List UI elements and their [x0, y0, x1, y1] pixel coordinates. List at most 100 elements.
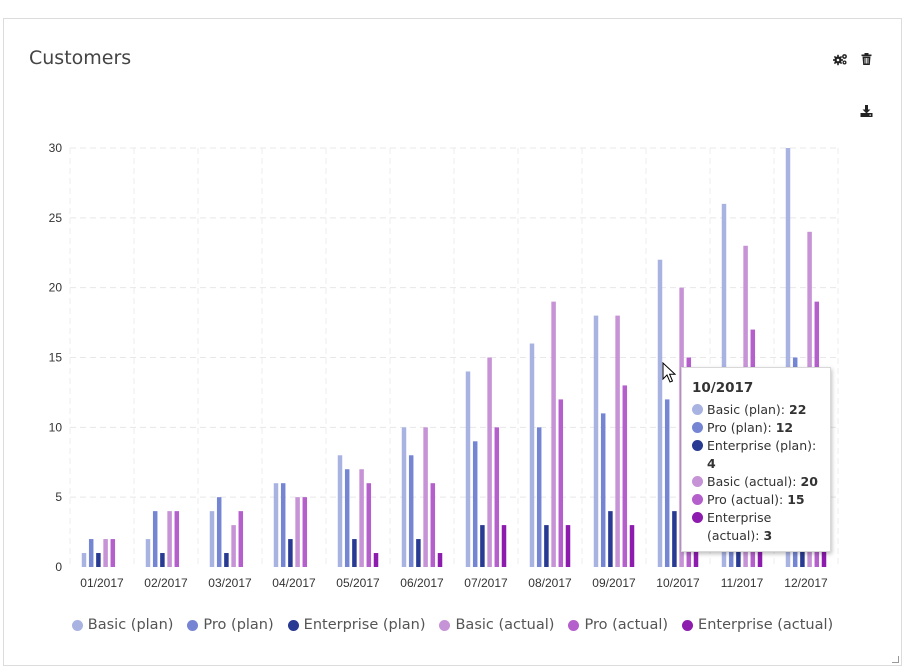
bar[interactable]: [615, 315, 620, 567]
tooltip-label: Pro (actual):: [707, 492, 788, 507]
bar[interactable]: [593, 315, 599, 567]
bar[interactable]: [664, 399, 670, 567]
y-tick-label: 30: [49, 141, 63, 155]
x-tick-label: 08/2017: [528, 576, 572, 590]
bar[interactable]: [352, 539, 357, 567]
bar[interactable]: [359, 469, 364, 567]
bar[interactable]: [302, 497, 308, 567]
legend-item[interactable]: Pro (plan): [187, 617, 274, 633]
bar[interactable]: [501, 525, 507, 567]
x-tick-label: 05/2017: [336, 576, 380, 590]
legend-label: Basic (actual): [455, 617, 555, 633]
bar[interactable]: [216, 497, 222, 567]
tooltip-label: Enterprise (actual):: [707, 510, 772, 543]
chart-legend: Basic (plan) Pro (plan) Enterprise (plan) B…: [0, 617, 905, 633]
resize-handle[interactable]: [892, 656, 899, 663]
y-tick-label: 0: [55, 560, 62, 574]
bar[interactable]: [529, 343, 535, 567]
y-tick-label: 10: [49, 420, 63, 434]
y-tick-label: 20: [49, 281, 63, 295]
bar[interactable]: [551, 301, 556, 567]
bar[interactable]: [81, 553, 87, 567]
bar[interactable]: [273, 483, 279, 567]
download-icon[interactable]: [858, 103, 874, 119]
y-tick-label: 25: [49, 211, 63, 225]
bar[interactable]: [337, 455, 343, 567]
bar[interactable]: [110, 539, 116, 567]
tooltip-value: 15: [787, 492, 805, 507]
bar[interactable]: [622, 385, 628, 567]
tooltip-value: 12: [775, 420, 794, 435]
tooltip-dot: [692, 404, 703, 415]
legend-dot: [682, 619, 694, 631]
bar[interactable]: [536, 427, 542, 567]
legend-item[interactable]: Basic (plan): [71, 617, 173, 633]
bar[interactable]: [437, 553, 443, 567]
tooltip-row: Pro (plan): 12: [692, 419, 820, 437]
bar[interactable]: [160, 553, 165, 567]
bar[interactable]: [96, 553, 101, 567]
delete-icon[interactable]: [858, 51, 874, 67]
bar[interactable]: [487, 357, 492, 568]
legend-item[interactable]: Basic (actual): [439, 617, 554, 633]
bar[interactable]: [423, 427, 428, 567]
bar[interactable]: [231, 525, 236, 567]
bar[interactable]: [373, 553, 379, 567]
bar[interactable]: [657, 259, 663, 567]
legend-dot: [187, 619, 199, 631]
legend-dot: [71, 619, 83, 631]
bar[interactable]: [600, 413, 606, 567]
tooltip-label: Basic (actual):: [707, 474, 801, 489]
x-tick-label: 10/2017: [656, 576, 700, 590]
bar[interactable]: [480, 525, 485, 567]
bar[interactable]: [629, 525, 635, 567]
bar[interactable]: [494, 427, 500, 567]
bar[interactable]: [238, 511, 244, 567]
tooltip-label: Pro (plan):: [707, 420, 776, 435]
tooltip-row: Basic (plan): 22: [692, 401, 820, 419]
bar[interactable]: [288, 539, 293, 567]
legend-label: Enterprise (plan): [303, 617, 426, 633]
bar[interactable]: [401, 427, 407, 567]
bar[interactable]: [209, 511, 215, 567]
bar[interactable]: [565, 525, 571, 567]
bar[interactable]: [672, 511, 677, 567]
x-tick-label: 03/2017: [208, 576, 252, 590]
bar[interactable]: [416, 539, 421, 567]
bar[interactable]: [785, 148, 791, 567]
bar[interactable]: [472, 441, 478, 567]
bar[interactable]: [544, 525, 549, 567]
bar[interactable]: [344, 469, 350, 567]
bar[interactable]: [295, 497, 300, 567]
legend-dot: [568, 619, 580, 631]
tooltip-value: 4: [707, 456, 716, 471]
bar[interactable]: [366, 483, 372, 567]
bar[interactable]: [408, 455, 414, 567]
tooltip-dot: [692, 512, 703, 523]
bar[interactable]: [152, 511, 158, 567]
bar[interactable]: [608, 511, 613, 567]
bar[interactable]: [465, 371, 471, 567]
tooltip-row: Basic (actual): 20: [692, 473, 820, 491]
bar[interactable]: [88, 539, 94, 567]
widget-title: Customers: [29, 47, 132, 69]
x-tick-label: 07/2017: [464, 576, 508, 590]
bar[interactable]: [280, 483, 286, 567]
legend-item[interactable]: Pro (actual): [568, 617, 668, 633]
tooltip-dot: [692, 476, 703, 487]
bar[interactable]: [430, 483, 436, 567]
bar[interactable]: [174, 511, 180, 567]
bar[interactable]: [224, 553, 229, 567]
settings-icon[interactable]: [832, 51, 848, 67]
bar[interactable]: [167, 511, 172, 567]
y-tick-label: 5: [55, 490, 62, 504]
x-tick-label: 12/2017: [784, 576, 828, 590]
bar[interactable]: [145, 539, 151, 567]
bar[interactable]: [558, 399, 564, 567]
legend-item[interactable]: Enterprise (plan): [287, 617, 426, 633]
legend-item[interactable]: Enterprise (actual): [682, 617, 833, 633]
bar[interactable]: [103, 539, 108, 567]
legend-label: Enterprise (actual): [698, 617, 834, 633]
x-tick-label: 02/2017: [144, 576, 188, 590]
